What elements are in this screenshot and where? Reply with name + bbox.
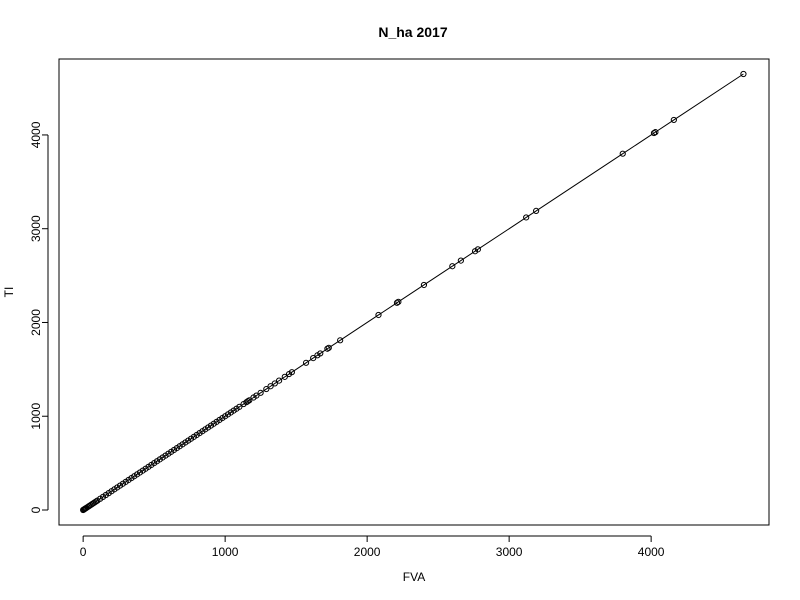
y-tick-label: 1000 <box>29 403 43 430</box>
data-point <box>302 359 310 366</box>
data-point <box>650 129 658 137</box>
data-point <box>523 214 530 221</box>
data-point <box>324 345 331 352</box>
data-point <box>337 337 344 344</box>
data-points <box>80 70 747 514</box>
x-tick-label: 2000 <box>354 545 381 559</box>
data-point <box>317 350 324 357</box>
data-point <box>271 380 278 387</box>
data-point <box>267 383 274 390</box>
y-tick-label: 2000 <box>29 309 43 336</box>
y-tick-label: 3000 <box>29 215 43 242</box>
data-point <box>310 355 317 362</box>
data-point <box>670 116 677 124</box>
x-tick-label: 0 <box>80 545 87 559</box>
data-point <box>420 281 428 289</box>
x-axis: 0 1000 2000 3000 4000 <box>80 535 665 559</box>
data-point <box>457 257 464 264</box>
data-point <box>244 398 251 405</box>
data-point <box>652 129 659 136</box>
x-tick-label: 3000 <box>496 545 523 559</box>
data-point <box>395 298 402 305</box>
data-point <box>253 392 260 399</box>
data-point <box>474 246 481 253</box>
data-point <box>619 150 626 157</box>
data-point <box>288 369 295 376</box>
y-axis: 0 1000 2000 3000 4000 <box>29 121 49 513</box>
data-point <box>325 344 332 351</box>
y-axis-label: TI <box>2 287 16 298</box>
data-point <box>393 299 401 306</box>
data-point <box>92 498 100 505</box>
y-tick-label: 4000 <box>29 121 43 148</box>
data-point <box>276 377 283 384</box>
data-point <box>257 389 264 396</box>
y-tick-label: 0 <box>29 506 43 513</box>
data-point <box>236 403 243 410</box>
x-axis-label: FVA <box>403 570 425 584</box>
plot-frame <box>58 58 770 526</box>
data-point <box>740 70 747 78</box>
x-tick-label: 1000 <box>212 545 239 559</box>
data-point <box>375 311 382 319</box>
chart-title: N_ha 2017 <box>378 24 447 40</box>
data-point <box>449 263 456 270</box>
data-point <box>263 385 270 393</box>
data-point <box>246 397 253 404</box>
data-point <box>533 207 540 214</box>
x-tick-label: 4000 <box>638 545 665 559</box>
data-point <box>281 373 288 380</box>
